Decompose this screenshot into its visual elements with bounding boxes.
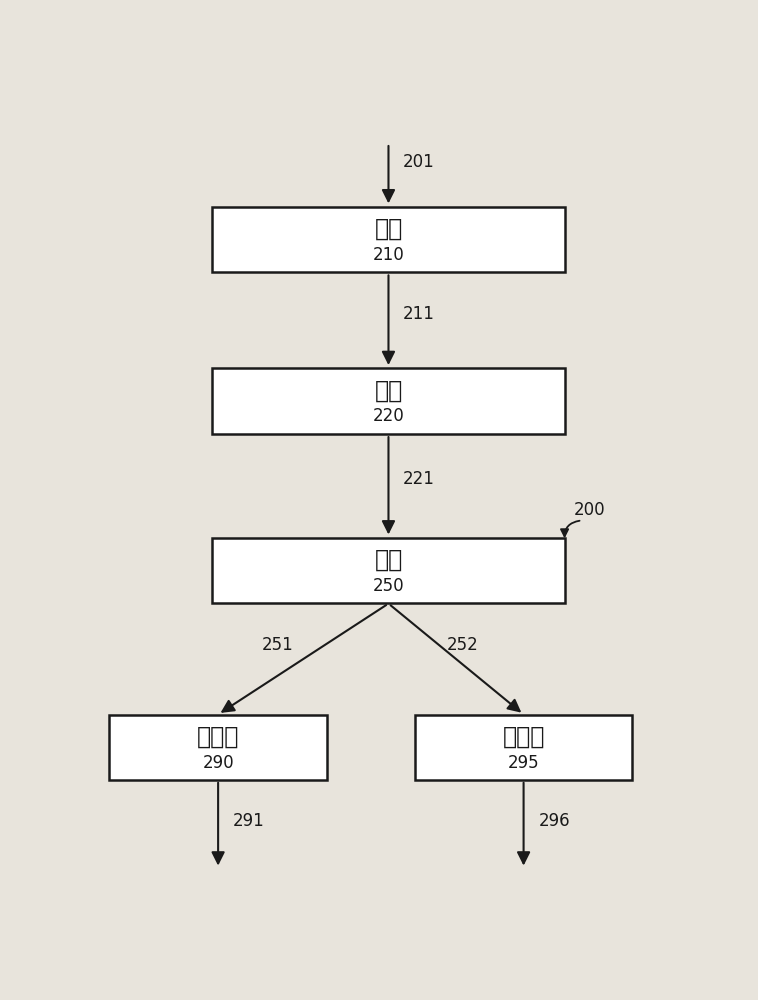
Text: 后缩聚: 后缩聚 bbox=[197, 725, 240, 749]
Text: 220: 220 bbox=[373, 407, 404, 425]
Bar bbox=[212, 368, 565, 434]
Text: 221: 221 bbox=[403, 470, 435, 488]
Text: 反应: 反应 bbox=[374, 378, 402, 402]
Text: 211: 211 bbox=[403, 305, 435, 323]
Bar bbox=[212, 207, 565, 272]
Text: 201: 201 bbox=[403, 153, 435, 171]
Text: 分流: 分流 bbox=[374, 548, 402, 572]
Text: 250: 250 bbox=[373, 577, 404, 595]
Text: 290: 290 bbox=[202, 754, 234, 772]
Text: 251: 251 bbox=[262, 636, 294, 654]
Text: 210: 210 bbox=[373, 246, 404, 264]
Text: 后缩聚: 后缩聚 bbox=[503, 725, 545, 749]
Text: 252: 252 bbox=[447, 636, 479, 654]
Text: 蕲发: 蕲发 bbox=[374, 217, 402, 241]
Text: 200: 200 bbox=[574, 501, 605, 519]
Bar bbox=[415, 715, 632, 780]
Text: 291: 291 bbox=[233, 812, 265, 830]
Bar bbox=[109, 715, 327, 780]
Bar bbox=[212, 538, 565, 603]
Text: 296: 296 bbox=[538, 812, 570, 830]
Text: 295: 295 bbox=[508, 754, 540, 772]
FancyArrowPatch shape bbox=[561, 521, 580, 536]
